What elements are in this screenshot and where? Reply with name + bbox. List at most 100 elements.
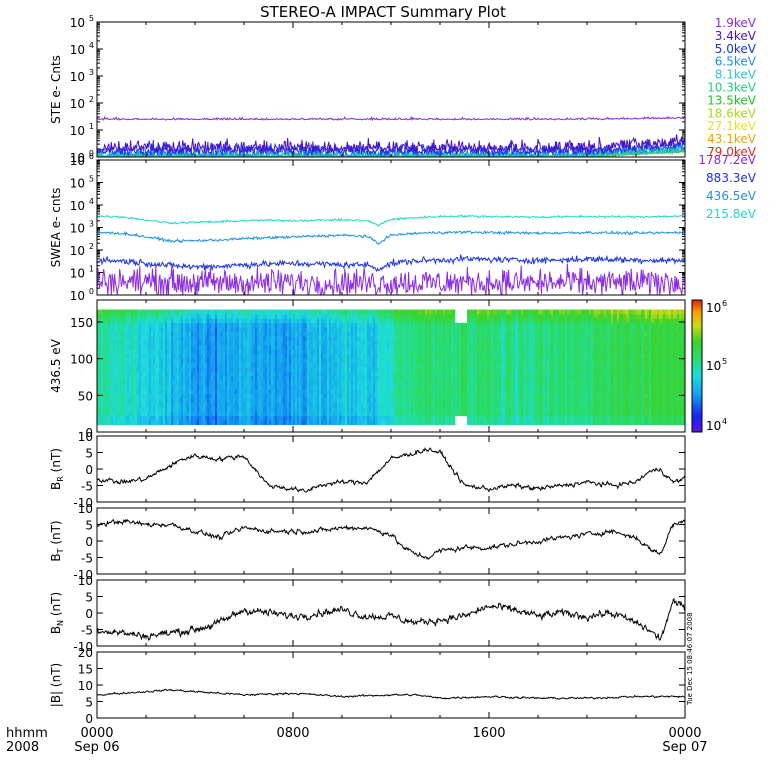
spectrogram-cell [405, 309, 408, 315]
spectrogram-cell [431, 349, 434, 355]
spectrogram-cell [295, 380, 298, 386]
spectrogram-cell [257, 375, 260, 381]
spectrogram-cell [339, 389, 342, 394]
spectrogram-cell [389, 371, 392, 377]
spectrogram-cell [197, 406, 200, 412]
spectrogram-cell [217, 358, 220, 363]
spectrogram-cell [313, 384, 316, 390]
spectrogram-cell [227, 331, 230, 337]
spectrogram-cell [225, 340, 228, 346]
spectrogram-cell [321, 313, 324, 319]
spectrogram-cell [111, 349, 114, 355]
spectrogram-cell [205, 402, 208, 408]
spectrogram-cell [441, 336, 444, 341]
spectrogram-cell [455, 371, 458, 377]
swea-ytick-label: 10 [70, 154, 85, 168]
spectrogram-cell [341, 318, 344, 324]
spectrogram-cell [169, 380, 172, 386]
spectrogram-cell [447, 322, 450, 328]
spectrogram-cell [163, 358, 166, 363]
spectrogram-cell [303, 344, 306, 350]
spectrogram-cell [121, 367, 124, 372]
spectrogram-cell [113, 322, 116, 328]
spectrogram-cell [273, 344, 276, 350]
spectrogram-cell [295, 411, 298, 417]
spectrogram-cell [193, 415, 196, 421]
spectrogram-cell [139, 371, 142, 377]
spectrogram-cell [173, 340, 176, 346]
spectrogram-cell [409, 402, 412, 408]
spectrogram-cell [431, 336, 434, 341]
spectrogram-cell [371, 322, 374, 328]
spectrogram-cell [441, 415, 444, 421]
spectrogram-cell [313, 398, 316, 403]
spectrogram-cell [159, 322, 162, 328]
spectrogram-cell [263, 322, 266, 328]
spectrogram-cell [119, 420, 122, 425]
spectrogram-cell [113, 411, 116, 417]
spectrogram-cell [171, 344, 174, 350]
spectrogram-cell [331, 371, 334, 377]
spectrogram-cell [207, 398, 210, 403]
spectrogram-cell [193, 367, 196, 372]
spectrogram-cell [345, 384, 348, 390]
spectrogram-cell [259, 353, 262, 359]
spectrogram-cell [157, 344, 160, 350]
spectrogram-cell [409, 353, 412, 359]
spectrogram-cell [417, 393, 420, 399]
spectrogram-cell [343, 340, 346, 346]
spectrogram-cell [127, 384, 130, 390]
spectrogram-cell [227, 375, 230, 381]
spectrogram-cell [445, 393, 448, 399]
spectrogram-cell [215, 344, 218, 350]
spectrogram-cell [273, 353, 276, 359]
spectrogram-cell [259, 327, 262, 332]
ste-lines [97, 115, 685, 157]
spectrogram-cell [301, 406, 304, 412]
spectrogram-cell [377, 336, 380, 341]
spectrogram-cell [257, 327, 260, 332]
spectrogram-cell [281, 358, 284, 363]
spectrogram-cell [255, 318, 258, 324]
spectrogram-cell [175, 327, 178, 332]
spectrogram-cell [251, 380, 254, 386]
spectrogram-cell [367, 340, 370, 346]
spectrogram-cell [409, 362, 412, 368]
spectrogram-cell [123, 327, 126, 332]
spectrogram-cell [423, 380, 426, 386]
spectrogram-cell [169, 353, 172, 359]
spectrogram-cell [243, 406, 246, 412]
spectrogram-cell [307, 309, 310, 315]
spectrogram-cell [147, 384, 150, 390]
spectrogram-cell [127, 406, 130, 412]
spectrogram-cell [221, 309, 224, 315]
spectrogram-cell [359, 318, 362, 324]
spectrogram-cell [131, 375, 134, 381]
spectrogram-cell [363, 371, 366, 377]
spectrogram-cell [235, 313, 238, 319]
spectrogram-cell [237, 358, 240, 363]
spectrogram-cell [305, 389, 308, 394]
spectrogram-cell [133, 358, 136, 363]
spectrogram-cell [367, 406, 370, 412]
spectrogram-cell [381, 362, 384, 368]
spectrogram-cell [331, 318, 334, 324]
spectrogram-cell [451, 349, 454, 355]
spectrogram-cell [357, 313, 360, 319]
spectrogram-cell [335, 344, 338, 350]
spectrogram-cell [165, 384, 168, 390]
spectrogram-cell [271, 309, 274, 315]
spectrogram-cell [111, 402, 114, 408]
spectrogram-cell [225, 406, 228, 412]
spectrogram-cell [159, 358, 162, 363]
spectrogram-cell [445, 309, 448, 315]
spectrogram-cell [191, 398, 194, 403]
spectrogram-cell [177, 358, 180, 363]
spectrogram-cell [103, 367, 106, 372]
spectrogram-cell [431, 371, 434, 377]
spectrogram-cell [205, 309, 208, 315]
spectrogram-cell [185, 313, 188, 319]
spectrogram-cell [407, 415, 410, 421]
spectrogram-cell [195, 367, 198, 372]
spectrogram-cell [127, 344, 130, 350]
